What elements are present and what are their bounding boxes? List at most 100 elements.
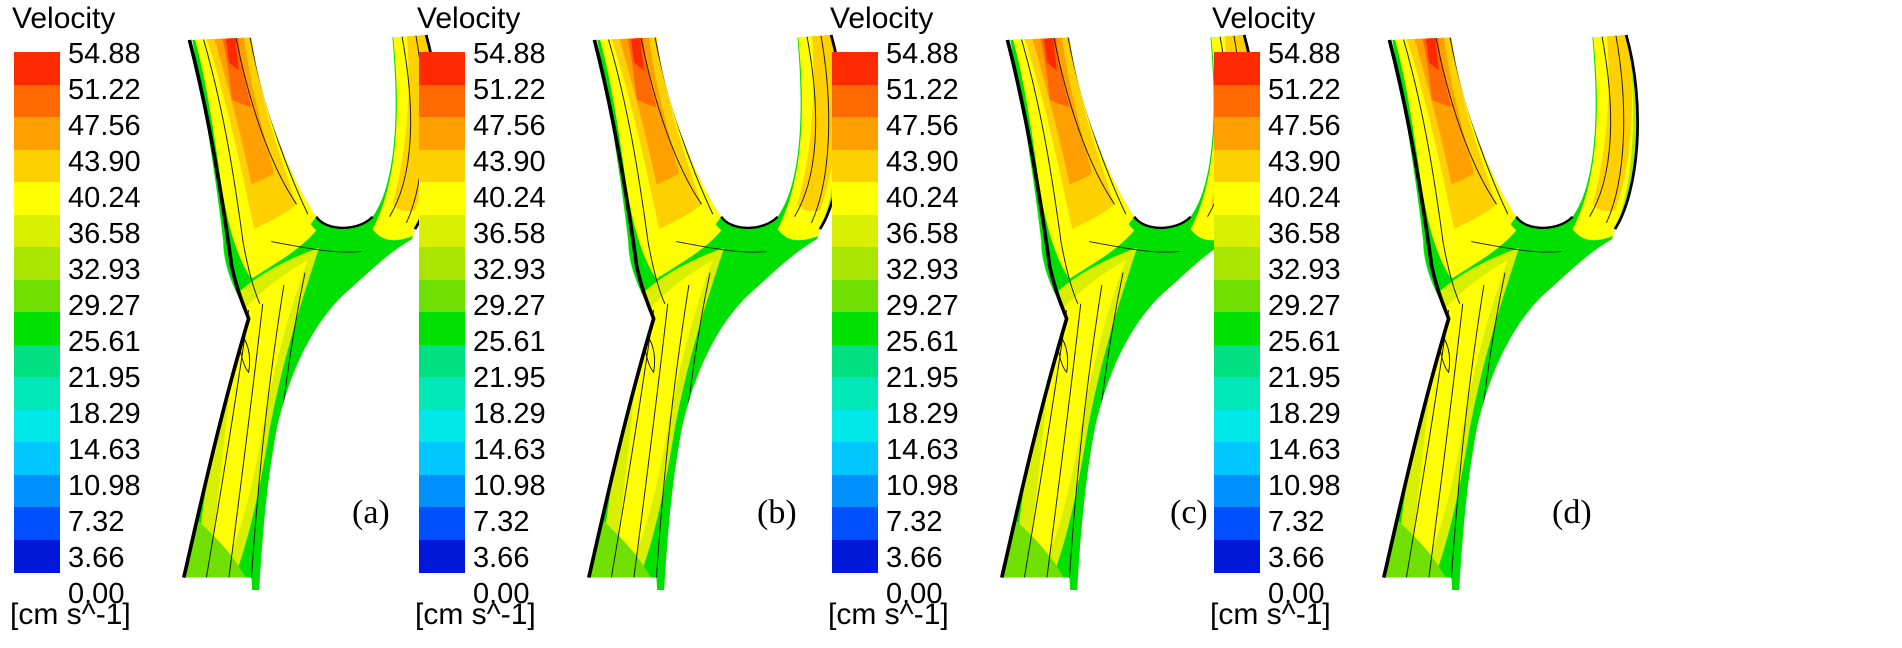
- bifurcation-contour-plot: [555, 30, 865, 590]
- contour-line: [1068, 285, 1103, 578]
- colorbar-tick-label: 25.61: [473, 326, 546, 358]
- colorbar-tick-label: 25.61: [68, 326, 141, 358]
- colorbar-swatch: [419, 149, 465, 183]
- contour-line: [205, 309, 250, 578]
- colorbar-tick-label: 18.29: [473, 398, 546, 430]
- colorbar-swatch: [832, 539, 878, 573]
- colorbar-tick-label: 54.88: [68, 38, 141, 70]
- colorbar-swatch: [832, 507, 878, 540]
- contour-line: [1052, 34, 1115, 205]
- colorbar: [14, 52, 60, 573]
- colorbar-tick-label: 51.22: [1268, 74, 1341, 106]
- contour-line: [1089, 241, 1180, 253]
- colorbar-tick-label: 3.66: [1268, 542, 1325, 574]
- colorbar-swatch: [14, 377, 60, 410]
- colorbar-tick-label: 3.66: [886, 542, 943, 574]
- colorbar-swatch: [1214, 312, 1260, 345]
- contour-line: [1589, 34, 1612, 217]
- colorbar-swatch: [1214, 214, 1260, 248]
- vessel-wall: [1382, 39, 1451, 578]
- contour-line: [1400, 34, 1461, 304]
- legend-units: [cm s^-1]: [1210, 598, 1331, 631]
- colorbar-tick-label: 32.93: [1268, 254, 1341, 286]
- colorbar-tick-label: 0.00: [886, 578, 943, 610]
- colorbar-tick-label: 29.27: [68, 290, 141, 322]
- colorbar-tick-label: 18.29: [1268, 398, 1341, 430]
- colorbar-tick-label: 40.24: [1268, 182, 1341, 214]
- colorbar-tick-label: 54.88: [1268, 38, 1341, 70]
- contour-line: [810, 34, 830, 224]
- colorbar-tick-label: 25.61: [886, 326, 959, 358]
- vessel-wall: [1133, 215, 1192, 229]
- colorbar-swatch: [419, 214, 465, 248]
- bifurcation-contour-plot: [150, 30, 460, 590]
- bifurcation-contour-plot: [1350, 30, 1660, 590]
- colorbar-swatch: [1214, 409, 1260, 443]
- colorbar-swatch: [832, 312, 878, 345]
- colorbar-swatch: [1214, 149, 1260, 183]
- colorbar-tick-label: 36.58: [1268, 218, 1341, 250]
- colorbar-swatch: [1214, 182, 1260, 215]
- colorbar-tick-label: 3.66: [68, 542, 125, 574]
- colorbar-swatch: [14, 279, 60, 313]
- contour-line: [1046, 303, 1082, 578]
- colorbar-tick-label: 21.95: [68, 362, 141, 394]
- colorbar-swatch: [1214, 247, 1260, 280]
- contour-band: [212, 34, 274, 185]
- vessel-wall: [182, 39, 251, 578]
- colorbar-tick-label: 43.90: [1268, 146, 1341, 178]
- contour-band: [797, 34, 838, 212]
- colorbar-tick-label: 51.22: [473, 74, 546, 106]
- colorbar-swatch: [14, 52, 60, 85]
- colorbar-tick-label: 7.32: [68, 506, 125, 538]
- colorbar-tick-label: 14.63: [473, 434, 546, 466]
- colorbar-tick-label: 43.90: [68, 146, 141, 178]
- colorbar-swatch: [832, 409, 878, 443]
- colorbar: [832, 52, 878, 573]
- colorbar-swatch: [14, 214, 60, 248]
- vessel-wall: [1515, 215, 1574, 229]
- colorbar: [419, 52, 465, 573]
- colorbar-swatch: [832, 344, 878, 378]
- colorbar-tick-label: 14.63: [68, 434, 141, 466]
- colorbar-swatch: [1214, 539, 1260, 573]
- vessel-wall: [720, 215, 779, 229]
- colorbar-tick-label: 40.24: [473, 182, 546, 214]
- panel-label: (d): [1552, 494, 1592, 531]
- colorbar-tick-label: 29.27: [1268, 290, 1341, 322]
- colorbar-tick-label: 47.56: [68, 110, 141, 142]
- colorbar-tick-label: 7.32: [886, 506, 943, 538]
- colorbar-swatch: [14, 507, 60, 540]
- colorbar-tick-label: 21.95: [886, 362, 959, 394]
- contour-line: [633, 303, 669, 578]
- contour-band: [1030, 34, 1092, 185]
- contour-line: [228, 303, 264, 578]
- colorbar-tick-label: 25.61: [1268, 326, 1341, 358]
- colorbar-tick-label: 10.98: [1268, 470, 1341, 502]
- contour-line: [1417, 278, 1433, 319]
- colorbar-swatch: [832, 377, 878, 410]
- colorbar-tick-label: 43.90: [473, 146, 546, 178]
- legend-units: [cm s^-1]: [415, 598, 536, 631]
- colorbar-swatch: [419, 84, 465, 118]
- contour-line: [217, 278, 233, 319]
- contour-band: [1128, 216, 1194, 240]
- colorbar-swatch: [419, 377, 465, 410]
- colorbar-tick-label: 10.98: [473, 470, 546, 502]
- colorbar: [1214, 52, 1260, 573]
- contour-band: [1042, 34, 1057, 70]
- contour-band: [209, 260, 308, 566]
- contour-svg: [587, 34, 845, 590]
- contour-line: [610, 309, 655, 578]
- colorbar-tick-label: 7.32: [1268, 506, 1325, 538]
- colorbar-swatch: [419, 507, 465, 540]
- colorbar-swatch: [1214, 344, 1260, 378]
- contour-svg: [182, 34, 440, 590]
- colorbar-tick-label: 0.00: [68, 578, 125, 610]
- colorbar-tick-label: 51.22: [68, 74, 141, 106]
- colorbar-tick-label: 18.29: [68, 398, 141, 430]
- colorbar-swatch: [14, 474, 60, 508]
- panel-d: Velocity [cm s^-1] (d) 54.88 51.22 47.56 43…: [1200, 0, 1690, 648]
- colorbar-swatch: [832, 474, 878, 508]
